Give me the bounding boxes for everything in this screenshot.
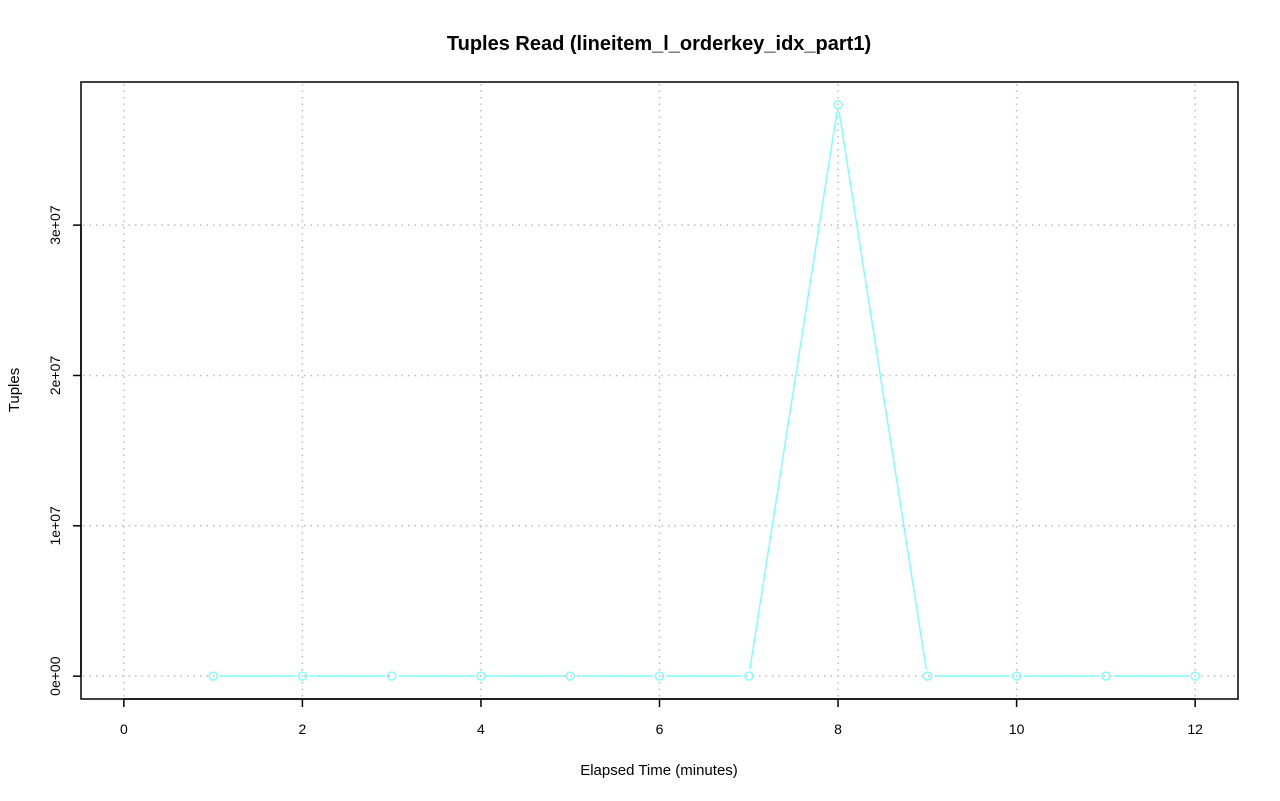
data-point (1190, 671, 1200, 681)
chart-title: Tuples Read (lineitem_l_orderkey_idx_par… (447, 33, 871, 55)
series-group (208, 100, 1200, 681)
y-axis-label: Tuples (6, 368, 23, 412)
y-tick-label: 1e+07 (47, 506, 63, 546)
x-tick-label: 2 (299, 721, 307, 737)
data-point (1101, 671, 1111, 681)
x-tick-label: 6 (656, 721, 664, 737)
y-tick-label: 0e+00 (47, 656, 63, 696)
data-point (833, 100, 843, 110)
x-axis-label: Elapsed Time (minutes) (580, 762, 738, 779)
y-axis: 0e+00 1e+07 2e+07 3e+07 (47, 205, 82, 696)
x-axis: 0 2 4 6 8 10 12 (120, 698, 1203, 737)
y-tick-label: 3e+07 (47, 205, 63, 245)
x-tick-label: 12 (1187, 721, 1203, 737)
series-line-segment (838, 111, 927, 670)
data-point (1011, 671, 1022, 681)
data-point (208, 671, 218, 681)
data-point (565, 671, 575, 681)
series-line-segment (749, 111, 838, 670)
grid-lines (83, 84, 1236, 697)
x-tick-label: 0 (120, 721, 128, 737)
data-point (744, 671, 754, 681)
data-point (297, 671, 308, 681)
data-point (476, 671, 486, 681)
x-tick-label: 8 (834, 721, 842, 737)
x-tick-label: 4 (477, 721, 485, 737)
data-point (922, 671, 933, 681)
y-tick-label: 2e+07 (47, 356, 63, 396)
data-point (654, 671, 665, 681)
x-tick-label: 10 (1009, 721, 1025, 737)
data-point (386, 671, 397, 681)
